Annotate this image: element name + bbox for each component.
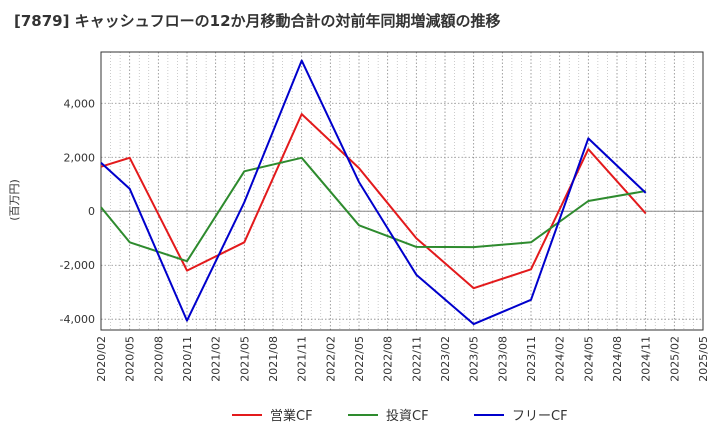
chart-title: [7879] キャッシュフローの12か月移動合計の対前年同期増減額の推移: [14, 12, 501, 30]
axes: [100, 51, 704, 331]
x-tick-label: 2022/02: [324, 336, 337, 382]
x-tick-label: 2020/11: [181, 336, 194, 382]
x-tick-label: 2023/08: [496, 336, 509, 382]
x-tick-label: 2020/05: [124, 336, 137, 382]
x-tick-label: 2024/11: [640, 336, 653, 382]
y-tick-label: -2,000: [60, 259, 95, 272]
x-tick-label: 2022/05: [353, 336, 366, 382]
grid: [101, 52, 704, 330]
y-tick-label: -4,000: [60, 313, 95, 326]
x-tick-label: 2021/05: [238, 336, 251, 382]
x-tick-label: 2024/02: [554, 336, 567, 382]
x-tick-label: 2021/08: [267, 336, 280, 382]
plot-area: [101, 52, 703, 330]
x-tick-label: 2024/05: [582, 336, 595, 382]
x-tick-label: 2021/11: [296, 336, 309, 382]
y-tick-label: 4,000: [64, 97, 96, 110]
x-tick-label: 2023/05: [468, 336, 481, 382]
y-tick-label: 2,000: [64, 151, 96, 164]
y-tick-labels: -4,000 -2,000 0 2,000 4,000: [60, 97, 95, 326]
legend-label: 投資CF: [386, 408, 429, 424]
x-tick-label: 2022/11: [410, 336, 423, 382]
x-tick-labels: 2020/02 2020/05 2020/08 2020/11 2021/02 2021/…: [95, 336, 710, 382]
x-tick-label: 2021/02: [210, 336, 223, 382]
legend-label: フリーCF: [512, 409, 568, 424]
series-line-2: [100, 59, 647, 326]
legend-label: 営業CF: [270, 408, 313, 424]
x-tick-label: 2024/08: [611, 336, 624, 382]
plot-frame: [100, 51, 704, 331]
series-line-1: [100, 156, 646, 263]
x-tick-label: 2025/05: [697, 336, 710, 382]
x-tick-label: 2020/02: [95, 336, 108, 382]
x-tick-label: 2022/08: [382, 336, 395, 382]
y-axis-label: (百万円): [8, 179, 21, 221]
x-tick-label: 2023/02: [439, 336, 452, 382]
x-tick-label: 2023/11: [525, 336, 538, 382]
y-tick-label: 0: [88, 205, 95, 218]
x-tick-label: 2020/08: [152, 336, 165, 382]
x-tick-label: 2025/02: [668, 336, 681, 382]
legend: 営業CF 投資CF フリーCF: [232, 408, 568, 424]
series-lines: [100, 59, 647, 326]
